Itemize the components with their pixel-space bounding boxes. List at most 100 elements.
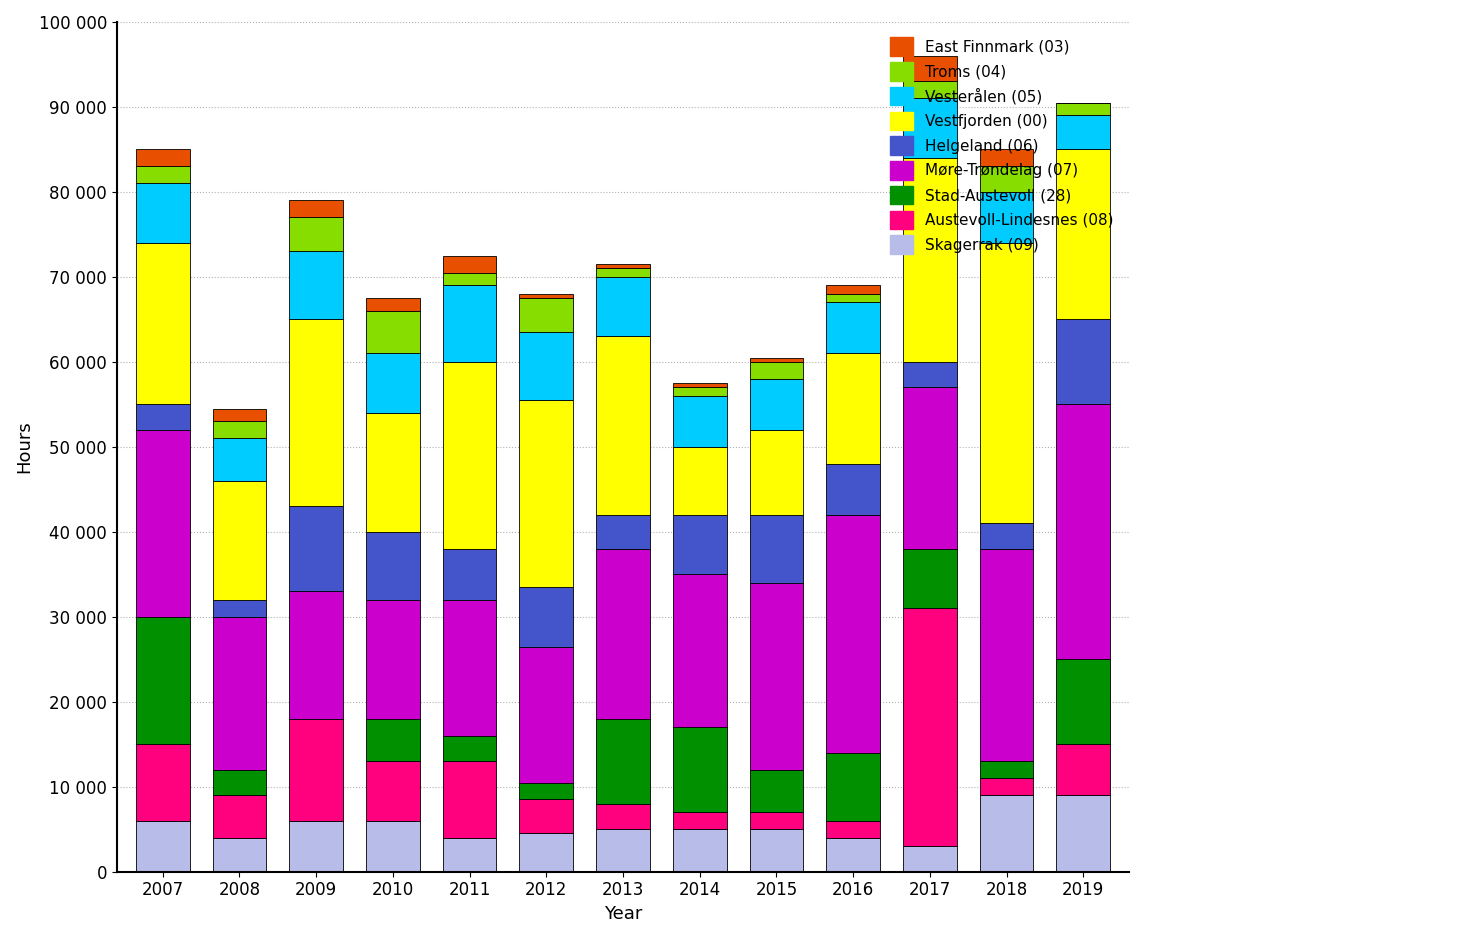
Bar: [596, 265, 650, 268]
Bar: [1056, 795, 1111, 871]
Bar: [365, 354, 420, 413]
Bar: [365, 719, 420, 762]
Bar: [750, 582, 804, 770]
Bar: [289, 201, 343, 218]
Bar: [1056, 320, 1111, 404]
Bar: [519, 799, 574, 834]
Bar: [289, 320, 343, 507]
Bar: [750, 770, 804, 812]
Bar: [750, 362, 804, 379]
Bar: [980, 762, 1033, 779]
Bar: [519, 298, 574, 332]
Bar: [213, 838, 266, 871]
Bar: [443, 362, 496, 549]
Bar: [980, 523, 1033, 549]
Bar: [596, 719, 650, 804]
Bar: [289, 507, 343, 591]
Bar: [673, 396, 726, 446]
Bar: [596, 804, 650, 829]
Bar: [443, 599, 496, 735]
Bar: [365, 310, 420, 354]
Bar: [136, 166, 189, 184]
Bar: [750, 357, 804, 362]
Bar: [519, 646, 574, 782]
Y-axis label: Hours: Hours: [15, 420, 32, 474]
Bar: [980, 166, 1033, 192]
Bar: [673, 383, 726, 387]
Bar: [1056, 659, 1111, 744]
Bar: [596, 549, 650, 719]
Bar: [443, 256, 496, 273]
Bar: [596, 337, 650, 515]
Bar: [289, 719, 343, 821]
Bar: [519, 294, 574, 298]
Bar: [750, 812, 804, 829]
Bar: [213, 421, 266, 438]
Bar: [136, 243, 189, 404]
Bar: [519, 782, 574, 799]
Bar: [904, 56, 956, 82]
Bar: [750, 829, 804, 871]
Bar: [826, 294, 880, 302]
Bar: [904, 362, 956, 387]
Bar: [365, 532, 420, 599]
Bar: [213, 409, 266, 421]
Bar: [980, 243, 1033, 523]
Bar: [136, 744, 189, 821]
Bar: [365, 413, 420, 532]
Bar: [826, 515, 880, 753]
Bar: [365, 821, 420, 871]
Bar: [826, 354, 880, 464]
Bar: [213, 599, 266, 617]
Bar: [136, 404, 189, 430]
Bar: [1056, 404, 1111, 659]
Bar: [980, 192, 1033, 243]
Bar: [443, 838, 496, 871]
Bar: [443, 735, 496, 762]
Bar: [826, 464, 880, 515]
Bar: [365, 298, 420, 310]
Bar: [519, 332, 574, 401]
Bar: [673, 812, 726, 829]
Bar: [904, 387, 956, 549]
Bar: [519, 834, 574, 871]
Bar: [980, 779, 1033, 795]
Bar: [826, 821, 880, 838]
Bar: [826, 838, 880, 871]
Bar: [980, 549, 1033, 762]
Bar: [365, 599, 420, 719]
Bar: [443, 762, 496, 838]
Bar: [213, 438, 266, 481]
Legend: East Finnmark (03), Troms (04), Vesterålen (05), Vestfjorden (00), Helgeland (06: East Finnmark (03), Troms (04), Vesterål…: [883, 30, 1122, 262]
Bar: [289, 251, 343, 320]
Bar: [673, 829, 726, 871]
Bar: [673, 727, 726, 812]
Bar: [904, 82, 956, 98]
Bar: [596, 268, 650, 277]
Bar: [904, 609, 956, 846]
Bar: [673, 446, 726, 515]
Bar: [136, 184, 189, 243]
Bar: [136, 821, 189, 871]
Bar: [904, 158, 956, 362]
Bar: [519, 587, 574, 646]
Bar: [904, 846, 956, 871]
Bar: [826, 753, 880, 821]
Bar: [519, 401, 574, 587]
Bar: [136, 430, 189, 617]
Bar: [596, 277, 650, 337]
Bar: [1056, 744, 1111, 795]
Bar: [673, 515, 726, 574]
Bar: [826, 285, 880, 294]
X-axis label: Year: Year: [604, 905, 643, 923]
Bar: [750, 430, 804, 515]
Bar: [596, 515, 650, 549]
Bar: [136, 617, 189, 744]
Bar: [673, 387, 726, 396]
Bar: [1056, 103, 1111, 115]
Bar: [213, 795, 266, 838]
Bar: [1056, 149, 1111, 320]
Bar: [596, 829, 650, 871]
Bar: [980, 795, 1033, 871]
Bar: [443, 549, 496, 599]
